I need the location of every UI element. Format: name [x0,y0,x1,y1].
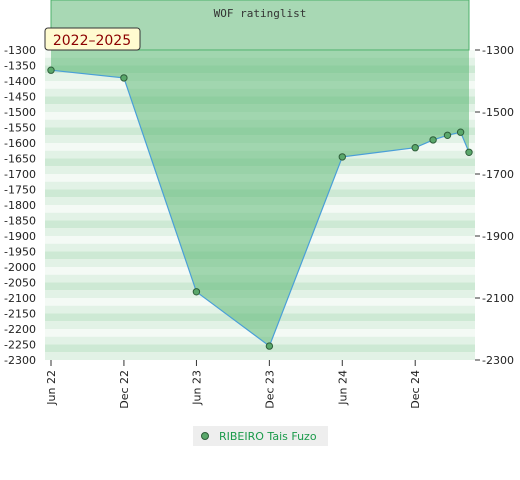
legend-box [193,426,328,446]
background-band [45,336,475,345]
left-tick-label: -1400 [4,75,36,88]
legend-marker-icon [201,432,209,440]
data-point [47,66,55,74]
data-point [192,288,201,296]
data-point [411,144,419,152]
x-tick-label: Dec 24 [409,370,422,409]
right-y-axis: -1300 -1500 -1700 -1900 -2100 -2300 [475,44,514,367]
chart-title: WOF ratinglist [214,7,307,20]
left-tick-label: -1850 [4,215,36,228]
left-tick-label: -1300 [4,44,36,57]
left-tick-label: -1750 [4,184,36,197]
right-tick-label: -2300 [482,354,514,367]
data-point [120,74,128,82]
left-tick-label: -1700 [4,168,36,181]
x-tick-label: Dec 22 [118,370,131,409]
period-badge: 2022–2025 [44,27,141,51]
left-tick-label: -1550 [4,122,36,135]
legend: RIBEIRO Tais Fuzo [193,426,328,446]
left-tick-label: -1450 [4,91,36,104]
area-layer [47,50,473,350]
left-tick-label: -2200 [4,323,36,336]
x-tick-label: Dec 23 [263,370,276,409]
x-tick-label: Jun 24 [336,370,349,406]
left-tick-label: -1900 [4,230,36,243]
x-tick-label: Jun 23 [190,370,203,406]
left-tick-label: -1800 [4,199,36,212]
data-point [338,153,346,161]
left-tick-label: -1950 [4,246,36,259]
left-tick-label: -1500 [4,106,36,119]
left-tick-label: -1650 [4,153,36,166]
period-badge-box [44,27,141,51]
x-axis: Jun 22 Dec 22 Jun 23 Dec 23 Jun 24 Dec 24 [45,360,422,409]
left-tick-label: -2250 [4,339,36,352]
left-y-axis: -1300 -1350 -1400 -1450 -1500 -1550 -1600 -1650… [4,44,36,367]
left-tick-label: -2300 [4,354,36,367]
data-point [456,128,465,136]
right-tick-label: -1300 [482,44,514,57]
period-badge-text: 2022–2025 [53,33,131,49]
left-tick-label: -2050 [4,277,36,290]
left-tick-label: -1600 [4,137,36,150]
background-band [45,344,475,353]
left-tick-label: -2000 [4,261,36,274]
x-tick-label: Jun 22 [45,370,58,406]
legend-label: RIBEIRO Tais Fuzo [219,430,317,443]
series-line [50,69,470,348]
data-point [443,131,452,140]
series-area [51,50,469,347]
data-point [465,148,473,157]
right-tick-label: -1700 [482,168,514,181]
right-tick-label: -1900 [482,230,514,243]
left-tick-label: -1350 [4,60,36,73]
right-tick-label: -1500 [482,106,514,119]
background-band [45,352,475,360]
data-point [265,342,274,350]
data-point [429,136,437,144]
right-tick-label: -2100 [482,292,514,305]
left-tick-label: -2100 [4,292,36,305]
left-tick-label: -2150 [4,308,36,321]
